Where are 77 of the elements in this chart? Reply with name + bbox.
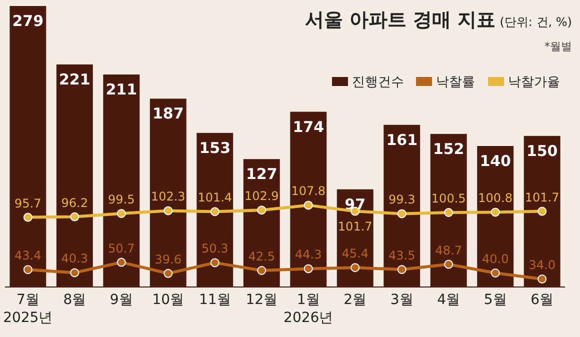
point	[70, 268, 80, 278]
point	[538, 206, 547, 216]
point	[444, 260, 454, 269]
data-label: 211	[106, 80, 138, 98]
data-label: 100.8	[478, 191, 513, 206]
chart-title: 서울 아파트 경매 지표	[304, 9, 496, 31]
x-tick-label: 6월	[530, 292, 554, 308]
point	[538, 274, 547, 284]
data-label: 40.0	[482, 252, 509, 266]
data-label: 99.3	[388, 192, 416, 207]
point	[257, 266, 266, 275]
data-label: 153	[199, 138, 231, 157]
data-label: 100.5	[431, 192, 466, 206]
point	[116, 258, 126, 267]
data-label: 107.8	[291, 184, 326, 198]
legend-label: 진행건수	[352, 75, 404, 90]
data-label: 221	[58, 70, 90, 88]
point	[397, 265, 406, 274]
point	[70, 212, 80, 222]
annotation: *월별	[544, 40, 572, 53]
data-label: 34.0	[528, 258, 556, 272]
data-label: 99.5	[108, 192, 135, 206]
point	[397, 209, 406, 218]
x-tick-label: 12월	[246, 292, 278, 308]
data-label: 152	[432, 140, 464, 158]
x-tick-label: 7월 2025년	[3, 292, 53, 326]
data-label: 43.4	[14, 248, 42, 263]
data-label: 43.5	[388, 248, 416, 262]
x-tick-label: 3월	[390, 292, 414, 308]
data-label: 96.2	[61, 196, 88, 210]
data-label: 50.3	[202, 242, 228, 256]
data-label: 95.7	[14, 196, 42, 210]
x-tick-label: 2월	[344, 292, 367, 308]
data-label: 127	[246, 165, 278, 184]
data-label: 45.4	[342, 246, 368, 261]
legend-label: 낙찰가율	[508, 75, 560, 90]
x-tick-label: 5월	[484, 292, 507, 308]
x-tick-label: 11월	[198, 292, 231, 308]
legend-label: 낙찰률	[436, 75, 475, 90]
x-tick-label: 8월	[63, 292, 86, 308]
data-label: 150	[526, 142, 558, 160]
data-label: 187	[152, 104, 184, 123]
point	[116, 209, 126, 218]
data-label: 50.7	[108, 241, 135, 256]
point	[23, 212, 32, 222]
data-label: 101.7	[338, 219, 372, 234]
data-label: 40.3	[61, 252, 88, 266]
data-label: 140	[480, 152, 512, 170]
data-label: 161	[386, 130, 418, 149]
point	[304, 264, 313, 274]
data-label: 97	[344, 195, 366, 214]
point	[164, 206, 173, 216]
data-label: 101.4	[198, 190, 232, 205]
point	[490, 268, 500, 278]
data-label: 44.3	[295, 248, 322, 262]
data-label: 48.7	[435, 243, 462, 258]
point	[304, 200, 313, 210]
x-tick-label: 10월	[152, 292, 184, 308]
point	[23, 265, 32, 274]
point	[490, 208, 500, 217]
point	[210, 207, 220, 216]
data-label: 102.9	[244, 189, 279, 204]
point	[210, 258, 220, 268]
point	[164, 268, 173, 278]
data-label: 101.7	[524, 190, 560, 204]
data-label: 279	[12, 12, 44, 30]
point	[444, 208, 454, 217]
data-label: 174	[292, 118, 324, 136]
data-label: 102.3	[150, 190, 186, 204]
x-tick-label: 4월	[437, 292, 460, 308]
point	[257, 206, 266, 215]
data-label: 42.5	[248, 250, 275, 264]
data-label: 39.6	[154, 252, 182, 266]
x-tick-label: 1월 2026년	[284, 292, 334, 326]
point	[350, 263, 360, 272]
x-tick-label: 9월	[110, 292, 133, 308]
text: (단위: 건, %)	[500, 15, 572, 29]
